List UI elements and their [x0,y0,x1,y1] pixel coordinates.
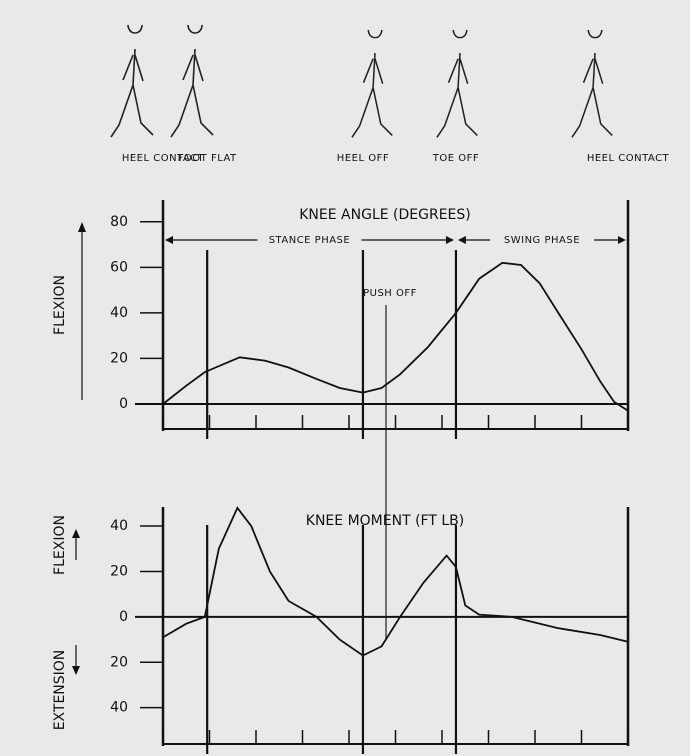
event-label: HEEL CONTACT [587,153,670,164]
arrow-head [78,222,86,232]
arrow-head [72,666,80,675]
phase-label-bg [257,232,362,248]
y-tick-label: 20 [110,563,128,579]
phase-label: STANCE PHASE [269,235,351,246]
walker-figure [436,30,479,139]
walker-figure [351,30,394,139]
data-line [162,261,629,412]
y-axis-label: EXTENSION [52,650,68,731]
walker-figure [571,30,614,139]
phase-label: SWING PHASE [504,235,580,246]
y-tick-label: 0 [119,396,128,412]
y-tick-label: 40 [110,700,128,716]
event-label: FOOT FLAT [178,153,237,164]
y-tick-label: 40 [110,518,128,534]
phase-label-bg [489,232,594,248]
chart-title: KNEE ANGLE (DEGREES) [299,207,471,223]
data-line [162,506,629,657]
event-label: TOE OFF [432,153,479,164]
y-axis-label: FLEXION [52,275,68,335]
event-label: HEEL OFF [337,153,389,164]
y-tick-label: 60 [110,259,128,275]
walking-figures [110,25,614,139]
walker-figure [110,25,154,138]
y-tick-label: 20 [110,350,128,366]
arrow-head [72,529,80,538]
y-axis-label: FLEXION [52,515,68,575]
annotation: PUSH OFF [363,288,417,299]
y-tick-label: 0 [119,609,128,625]
y-tick-label: 80 [110,214,128,230]
chart-title: KNEE MOMENT (FT LB) [306,513,464,529]
event-label: HEEL CONTACT [122,153,205,164]
y-tick-label: 20 [110,654,128,670]
y-tick-label: 40 [110,305,128,321]
walker-figure [170,25,214,138]
